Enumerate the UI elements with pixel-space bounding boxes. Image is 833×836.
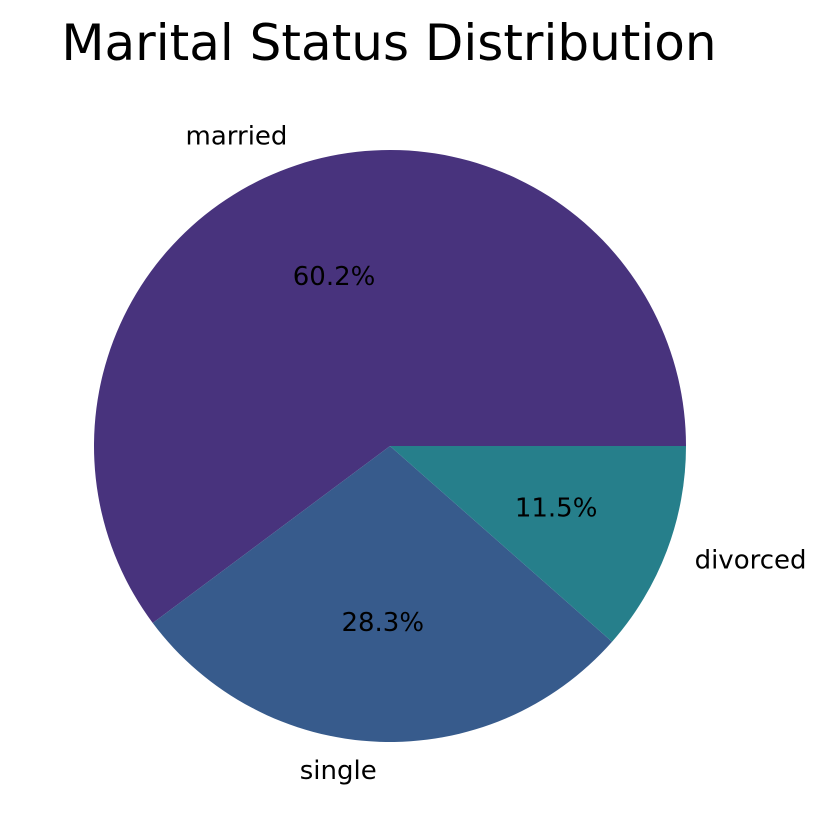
pie-labels: married 60.2% single 28.3% divorced 11.5% [186,121,807,785]
chart-title: Marital Status Distribution [61,14,717,72]
slice-percent-divorced: 11.5% [515,493,598,523]
slice-percent-single: 28.3% [341,608,424,638]
pie-slice-divorced [390,446,686,642]
pie-slice-single [152,446,613,742]
pie-slices [93,149,687,742]
pie-slice-married [93,149,687,623]
slice-label-divorced: divorced [695,546,807,576]
slice-label-married: married [186,121,288,151]
slice-percent-married: 60.2% [293,262,376,292]
slice-label-single: single [300,756,377,786]
